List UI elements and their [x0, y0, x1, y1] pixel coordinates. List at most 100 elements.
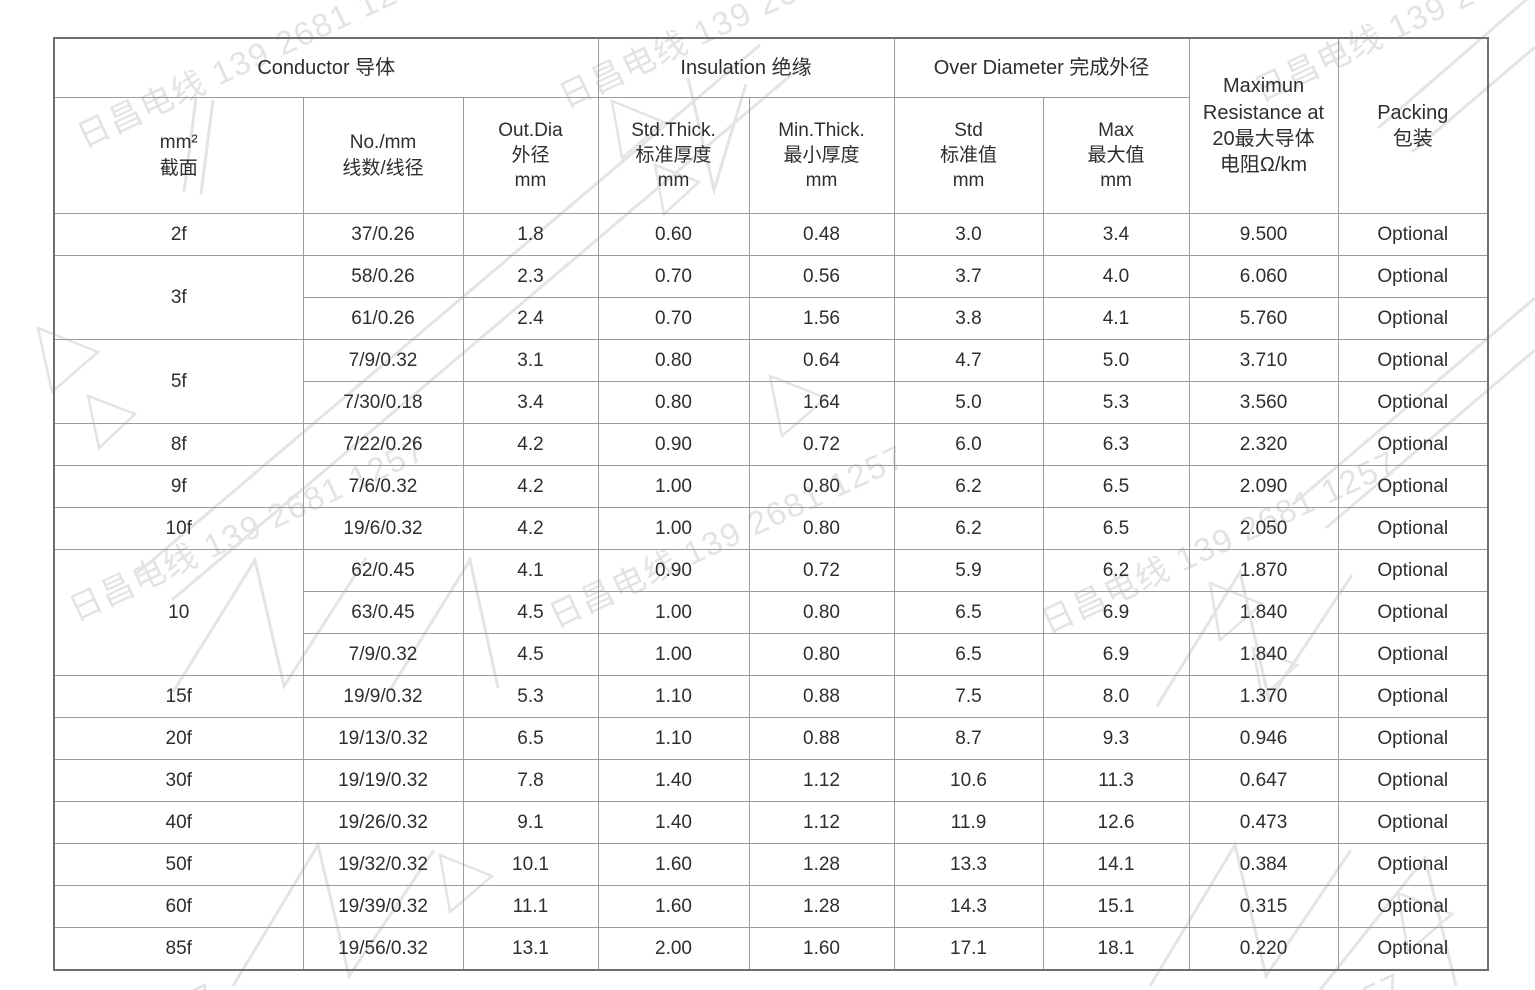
spec-table-body: 2f 37/0.26 1.8 0.60 0.48 3.0 3.4 9.500 Optional 3…	[53, 213, 1489, 971]
min-thick-cell: 0.80	[748, 507, 895, 550]
out-dia-cell: 10.1	[462, 843, 599, 886]
table-row: 3f 58/0.26 2.3 0.70 0.56 3.7 4.0 6.060 Optional	[53, 255, 1489, 340]
std-thick-cell: 1.10	[597, 717, 750, 760]
od-std-cell: 3.7	[893, 255, 1044, 298]
no-mm-cell: 58/0.26	[302, 255, 464, 298]
packing-cell: Optional	[1337, 549, 1489, 592]
min-thick-cell: 0.88	[748, 717, 895, 760]
col-header-outdia: Out.Dia 外径 mm	[462, 97, 599, 214]
min-thick-cell: 0.72	[748, 549, 895, 592]
od-std-cell: 11.9	[893, 801, 1044, 844]
od-std-cell: 10.6	[893, 759, 1044, 802]
resistance-cell: 3.560	[1188, 381, 1339, 424]
col-header-no-mm: No./mm 线数/线径	[302, 97, 464, 214]
std-thick-cell: 0.80	[597, 339, 750, 382]
od-max-cell: 4.0	[1042, 255, 1190, 298]
size-group-cell: 9f	[53, 465, 304, 508]
group-header-insulation: Insulation 绝缘	[597, 37, 895, 98]
resistance-cell: 3.710	[1188, 339, 1339, 382]
min-thick-cell: 0.48	[748, 213, 895, 256]
out-dia-cell: 4.5	[462, 633, 599, 676]
packing-cell: Optional	[1337, 801, 1489, 844]
no-mm-cell: 19/39/0.32	[302, 885, 464, 928]
min-thick-cell: 0.56	[748, 255, 895, 298]
group-header-conductor: Conductor 导体	[53, 37, 599, 98]
size-group-cell: 60f	[53, 885, 304, 928]
no-mm-cell: 19/56/0.32	[302, 927, 464, 971]
od-max-cell: 12.6	[1042, 801, 1190, 844]
table-row: 30f 19/19/0.32 7.8 1.40 1.12 10.6 11.3 0.647 Opt…	[53, 759, 1489, 802]
resistance-cell: 1.370	[1188, 675, 1339, 718]
min-thick-cell: 0.80	[748, 591, 895, 634]
out-dia-cell: 9.1	[462, 801, 599, 844]
min-thick-cell: 1.12	[748, 801, 895, 844]
packing-cell: Optional	[1337, 297, 1489, 340]
resistance-cell: 2.320	[1188, 423, 1339, 466]
std-thick-cell: 1.60	[597, 843, 750, 886]
resistance-cell: 1.840	[1188, 633, 1339, 676]
min-thick-cell: 1.60	[748, 927, 895, 971]
out-dia-cell: 4.2	[462, 423, 599, 466]
no-mm-cell: 7/9/0.32	[302, 633, 464, 676]
packing-cell: Optional	[1337, 255, 1489, 298]
od-max-cell: 6.2	[1042, 549, 1190, 592]
no-mm-cell: 19/26/0.32	[302, 801, 464, 844]
size-group-cell: 40f	[53, 801, 304, 844]
min-thick-cell: 0.64	[748, 339, 895, 382]
min-thick-cell: 1.12	[748, 759, 895, 802]
od-std-cell: 6.2	[893, 507, 1044, 550]
od-max-cell: 5.0	[1042, 339, 1190, 382]
std-thick-cell: 1.00	[597, 507, 750, 550]
out-dia-cell: 5.3	[462, 675, 599, 718]
no-mm-cell: 7/30/0.18	[302, 381, 464, 424]
std-thick-cell: 1.60	[597, 885, 750, 928]
resistance-cell: 0.220	[1188, 927, 1339, 971]
table-sub-header-row: mm² 截面 No./mm 线数/线径 Out.Dia 外径 mm Std.Th…	[53, 97, 1488, 214]
od-max-cell: 18.1	[1042, 927, 1190, 971]
size-group-cell: 85f	[53, 927, 304, 971]
od-max-cell: 14.1	[1042, 843, 1190, 886]
packing-cell: Optional	[1337, 717, 1489, 760]
no-mm-cell: 63/0.45	[302, 591, 464, 634]
od-std-cell: 5.9	[893, 549, 1044, 592]
out-dia-cell: 3.4	[462, 381, 599, 424]
resistance-cell: 0.473	[1188, 801, 1339, 844]
od-std-cell: 4.7	[893, 339, 1044, 382]
std-thick-cell: 0.90	[597, 423, 750, 466]
no-mm-cell: 7/6/0.32	[302, 465, 464, 508]
out-dia-cell: 4.1	[462, 549, 599, 592]
std-thick-cell: 1.00	[597, 465, 750, 508]
std-thick-cell: 1.00	[597, 633, 750, 676]
resistance-cell: 2.090	[1188, 465, 1339, 508]
table-row: 5f 7/9/0.32 3.1 0.80 0.64 4.7 5.0 3.710 Optional	[53, 339, 1489, 424]
table-row: 10 62/0.45 4.1 0.90 0.72 5.9 6.2 1.870 Optional	[53, 549, 1489, 676]
col-header-min-thick: Min.Thick. 最小厚度 mm	[748, 97, 895, 214]
size-group-cell: 8f	[53, 423, 304, 466]
resistance-cell: 5.760	[1188, 297, 1339, 340]
packing-cell: Optional	[1337, 507, 1489, 550]
size-group-cell: 3f	[53, 255, 304, 340]
min-thick-cell: 0.72	[748, 423, 895, 466]
out-dia-cell: 6.5	[462, 717, 599, 760]
od-max-cell: 11.3	[1042, 759, 1190, 802]
od-std-cell: 6.5	[893, 633, 1044, 676]
resistance-cell: 0.647	[1188, 759, 1339, 802]
no-mm-cell: 62/0.45	[302, 549, 464, 592]
min-thick-cell: 1.28	[748, 885, 895, 928]
out-dia-cell: 11.1	[462, 885, 599, 928]
out-dia-cell: 13.1	[462, 927, 599, 971]
packing-cell: Optional	[1337, 213, 1489, 256]
table-row: 9f 7/6/0.32 4.2 1.00 0.80 6.2 6.5 2.090 Optional	[53, 465, 1489, 508]
od-max-cell: 6.5	[1042, 465, 1190, 508]
table-row: 63/0.45 4.5 1.00 0.80 6.5 6.9 1.840 Optional	[54, 591, 1489, 634]
std-thick-cell: 1.10	[597, 675, 750, 718]
std-thick-cell: 0.60	[597, 213, 750, 256]
size-group-cell: 20f	[53, 717, 304, 760]
od-std-cell: 6.5	[893, 591, 1044, 634]
out-dia-cell: 1.8	[462, 213, 599, 256]
od-max-cell: 6.9	[1042, 591, 1190, 634]
table-row: 20f 19/13/0.32 6.5 1.10 0.88 8.7 9.3 0.946 Optio…	[53, 717, 1489, 760]
resistance-cell: 1.870	[1188, 549, 1339, 592]
od-max-cell: 9.3	[1042, 717, 1190, 760]
table-row: 50f 19/32/0.32 10.1 1.60 1.28 13.3 14.1 0.384 Op…	[53, 843, 1489, 886]
